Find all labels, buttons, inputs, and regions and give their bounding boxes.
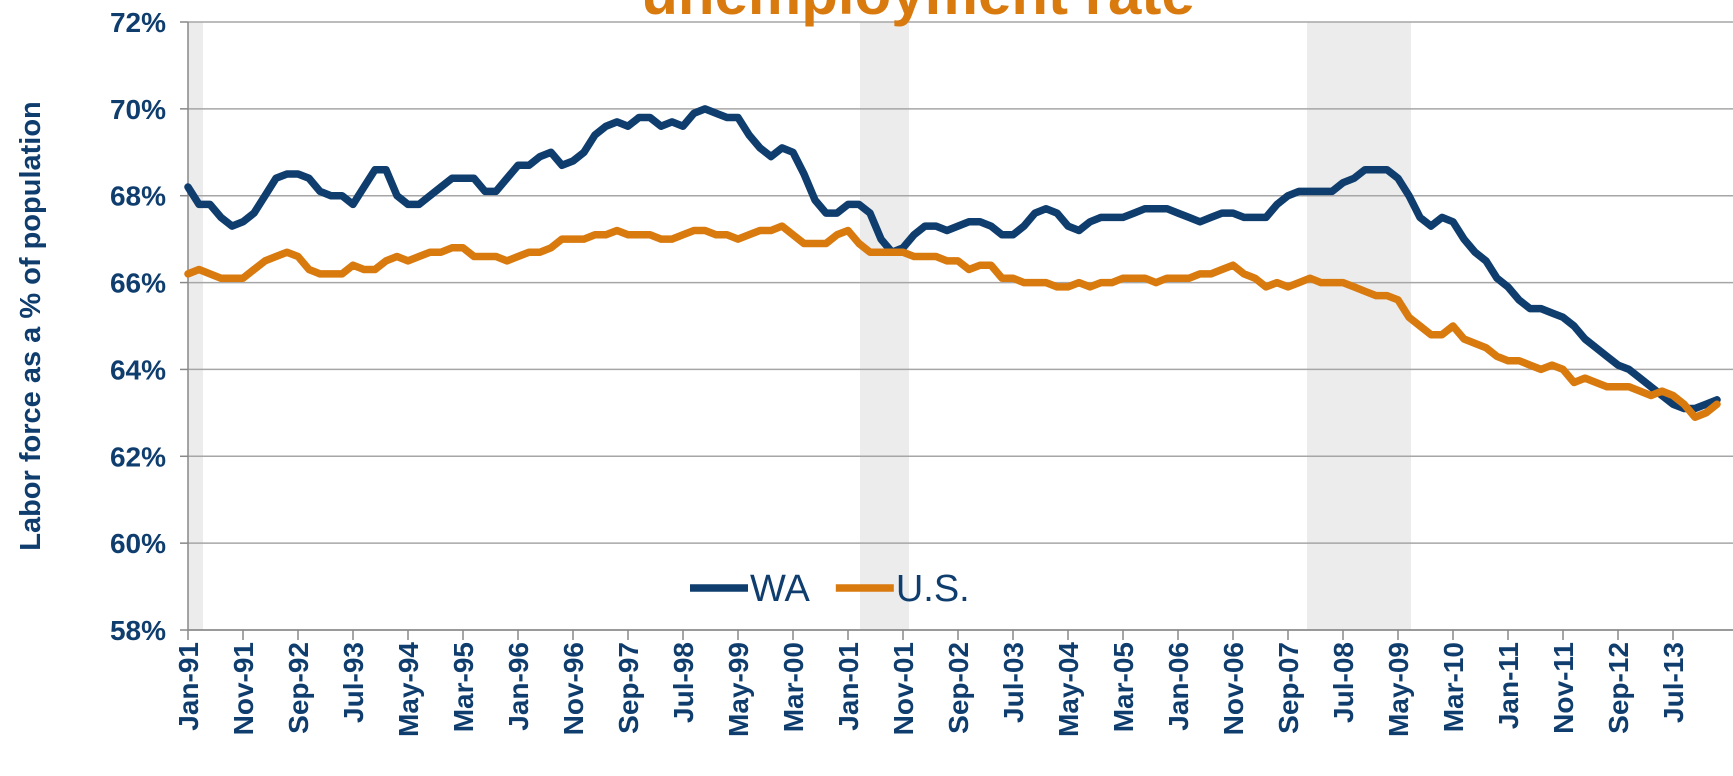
x-tick-label: Nov-11 xyxy=(1548,642,1579,734)
lines xyxy=(184,105,1721,421)
x-tick-label: Jul-13 xyxy=(1658,642,1689,723)
x-tick-label: Jan-96 xyxy=(503,642,534,731)
legend: WA U.S. xyxy=(690,568,970,610)
x-tick-label: Nov-96 xyxy=(558,642,589,735)
legend-label: U.S. xyxy=(896,568,970,610)
grid xyxy=(188,21,1733,631)
x-tick-label: Jan-06 xyxy=(1163,642,1194,731)
x-tick-label: Nov-06 xyxy=(1218,642,1249,735)
x-tick-label: Jan-91 xyxy=(173,642,204,731)
x-tick-label: Mar-95 xyxy=(448,642,479,732)
x-tick-label: Sep-97 xyxy=(613,642,644,734)
x-tick-label: Jul-08 xyxy=(1328,642,1359,723)
y-tick-label: 58% xyxy=(110,615,166,646)
x-tick-label: Mar-00 xyxy=(778,642,809,732)
y-tick-label: 62% xyxy=(110,441,166,472)
y-tick-label: 68% xyxy=(110,181,166,212)
y-tick-label: 66% xyxy=(110,268,166,299)
recession-shading xyxy=(188,22,1411,630)
x-tick-label: Mar-10 xyxy=(1438,642,1469,732)
x-tick-label: Jul-03 xyxy=(998,642,1029,723)
recession-band xyxy=(1307,22,1411,630)
recession-band xyxy=(188,22,203,630)
y-tick-label: 70% xyxy=(110,94,166,125)
x-tick-label: May-04 xyxy=(1053,642,1084,737)
recession-band xyxy=(860,22,909,630)
x-tick-label: Sep-92 xyxy=(283,642,314,734)
x-tick-label: Jul-98 xyxy=(668,642,699,723)
x-tick-label: May-09 xyxy=(1383,642,1414,737)
x-tick-label: Mar-05 xyxy=(1108,642,1139,732)
x-tick-label: Sep-12 xyxy=(1603,642,1634,734)
chart-title: unemployment rate xyxy=(641,0,1194,27)
x-tick-label: Nov-91 xyxy=(228,642,259,735)
x-tick-label: May-94 xyxy=(393,642,424,737)
x-tick-label: Jan-11 xyxy=(1493,642,1524,729)
y-tick-label: 64% xyxy=(110,354,166,385)
x-tick-label: Nov-01 xyxy=(888,642,919,735)
x-tick-label: Jan-01 xyxy=(833,642,864,731)
series-line xyxy=(184,105,1721,413)
y-axis-label: Labor force as a % of population xyxy=(15,101,47,551)
x-tick-label: Sep-02 xyxy=(943,642,974,734)
y-tick-label: 60% xyxy=(110,528,166,559)
x-tick-label: Sep-07 xyxy=(1273,642,1304,734)
axes: 58% 60% 62% 64% 66% 68% 70% 72% Jan-91 Nov-91 Sep-… xyxy=(110,7,1733,737)
x-tick-label: Jul-93 xyxy=(338,642,369,723)
legend-label: WA xyxy=(750,568,810,610)
series-line xyxy=(184,222,1721,421)
x-tick-label: May-99 xyxy=(723,642,754,737)
y-tick-label: 72% xyxy=(110,7,166,38)
